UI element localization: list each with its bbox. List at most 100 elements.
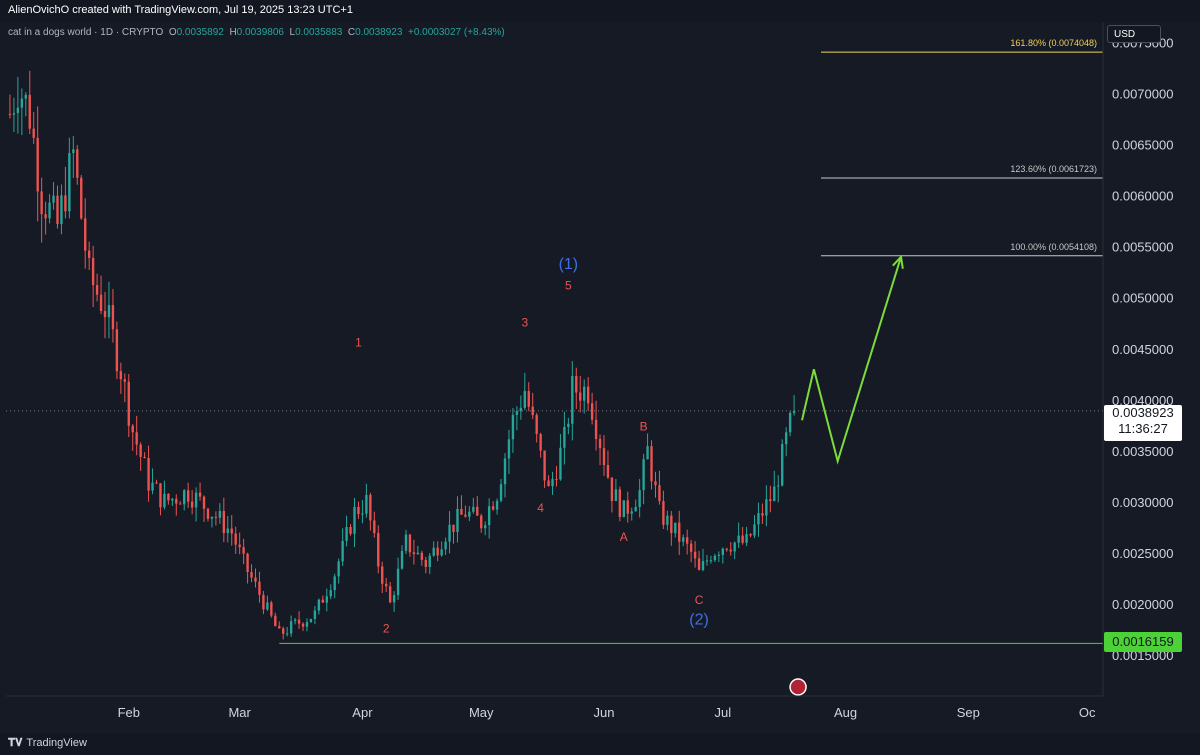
price-tick-label: 0.0055000 (1112, 240, 1173, 255)
candle-body (230, 528, 233, 534)
candle-body (480, 515, 483, 529)
candle-body (400, 550, 404, 569)
candle-body (345, 526, 348, 541)
candle-body (349, 526, 352, 534)
candle-body (408, 534, 412, 553)
current-price-label: 0.0038923 11:36:27 (1104, 405, 1182, 441)
wave-label: C (695, 593, 704, 607)
candle-body (424, 559, 427, 567)
candle-body (369, 494, 372, 521)
candle-body (737, 535, 740, 543)
candle-body (571, 376, 574, 424)
tradingview-logo[interactable]: 𝐓𝐕 TradingView (8, 737, 87, 749)
candle-body (484, 525, 487, 529)
symbol-title[interactable]: cat in a dogs world · 1D · CRYPTO (8, 27, 164, 38)
candle-body (555, 479, 558, 481)
candle-body (274, 615, 277, 627)
candle-body (476, 506, 479, 516)
candle-body (527, 390, 530, 407)
candle-body (511, 414, 515, 440)
candle-body (713, 555, 717, 561)
candle-body (285, 633, 289, 635)
candle-body (606, 465, 610, 478)
candle-body (190, 501, 194, 508)
candle-body (682, 537, 685, 542)
candle-body (214, 516, 218, 518)
candle-body (64, 195, 67, 212)
change-value: +0.0003027 (+8.43%) (408, 27, 505, 38)
wave-label: B (640, 419, 648, 433)
candle-body (301, 623, 305, 627)
candle-body (36, 137, 39, 192)
price-chart[interactable]: 161.80% (0.0074048)123.60% (0.0061723)10… (0, 0, 1200, 733)
candle-body (507, 439, 511, 459)
candle-body (325, 596, 328, 603)
candle-body (761, 513, 764, 516)
candle-body (8, 113, 12, 115)
candle-body (709, 560, 713, 562)
candle-body (444, 541, 447, 550)
price-tick-label: 0.0030000 (1112, 495, 1173, 510)
candle-body (131, 425, 134, 433)
candle-body (357, 506, 360, 515)
candle-body (381, 566, 384, 584)
candle-body (175, 498, 178, 504)
candle-body (139, 444, 142, 457)
candle-body (523, 390, 526, 408)
candle-body (12, 113, 16, 115)
candle-body (753, 524, 756, 536)
candle-body (254, 577, 257, 582)
currency-selector[interactable]: USD (1107, 25, 1161, 43)
top-bar (0, 0, 1200, 22)
fib-level-label: 123.60% (0.0061723) (1010, 164, 1097, 174)
wave-label: A (620, 530, 628, 544)
time-tick-label: Aug (834, 705, 857, 720)
candle-body (416, 552, 420, 555)
candle-body (662, 501, 665, 525)
candle-body (246, 553, 249, 573)
close-value: 0.0038923 (355, 27, 403, 38)
candle-body (337, 561, 340, 577)
candle-body (115, 329, 119, 372)
time-tick-label: Apr (352, 705, 373, 720)
open-label: O (168, 27, 177, 38)
candle-body (598, 438, 602, 449)
candle-body (226, 528, 229, 534)
price-tick-label: 0.0070000 (1112, 86, 1173, 101)
candle-body (697, 558, 701, 570)
candle-body (179, 503, 182, 505)
price-tick-label: 0.0060000 (1112, 189, 1173, 204)
candle-body (452, 524, 455, 532)
candle-body (765, 499, 768, 516)
candle-body (472, 506, 475, 512)
candle-body (155, 482, 158, 484)
candle-body (151, 482, 154, 491)
candle-body (563, 426, 566, 448)
candle-body (159, 483, 162, 508)
credit-text: AlienOvichO created with TradingView.com… (8, 4, 353, 16)
tradingview-logo-icon: 𝐓𝐕 (8, 737, 23, 749)
candle-body (689, 543, 693, 552)
fib-level-label: 100.00% (0.0054108) (1010, 242, 1097, 252)
candle-body (143, 456, 146, 459)
candle-body (741, 535, 744, 543)
candle-body (242, 547, 245, 554)
candle-body (583, 386, 586, 401)
candle-body (579, 392, 582, 401)
candle-body (575, 376, 578, 393)
low-label: L (289, 27, 296, 38)
low-value: 0.0035883 (295, 27, 343, 38)
candle-body (384, 583, 388, 587)
price-tick-label: 0.0020000 (1112, 597, 1173, 612)
candle-body (238, 544, 241, 548)
candle-body (183, 490, 186, 505)
candle-body (218, 510, 222, 518)
candle-body (468, 511, 471, 517)
price-tick-label: 0.0045000 (1112, 342, 1173, 357)
candle-body (107, 305, 111, 318)
candle-body (559, 447, 562, 480)
candle-body (515, 411, 519, 415)
wave-label: 4 (537, 501, 544, 515)
close-label: C (347, 27, 356, 38)
candle-body (491, 506, 495, 510)
